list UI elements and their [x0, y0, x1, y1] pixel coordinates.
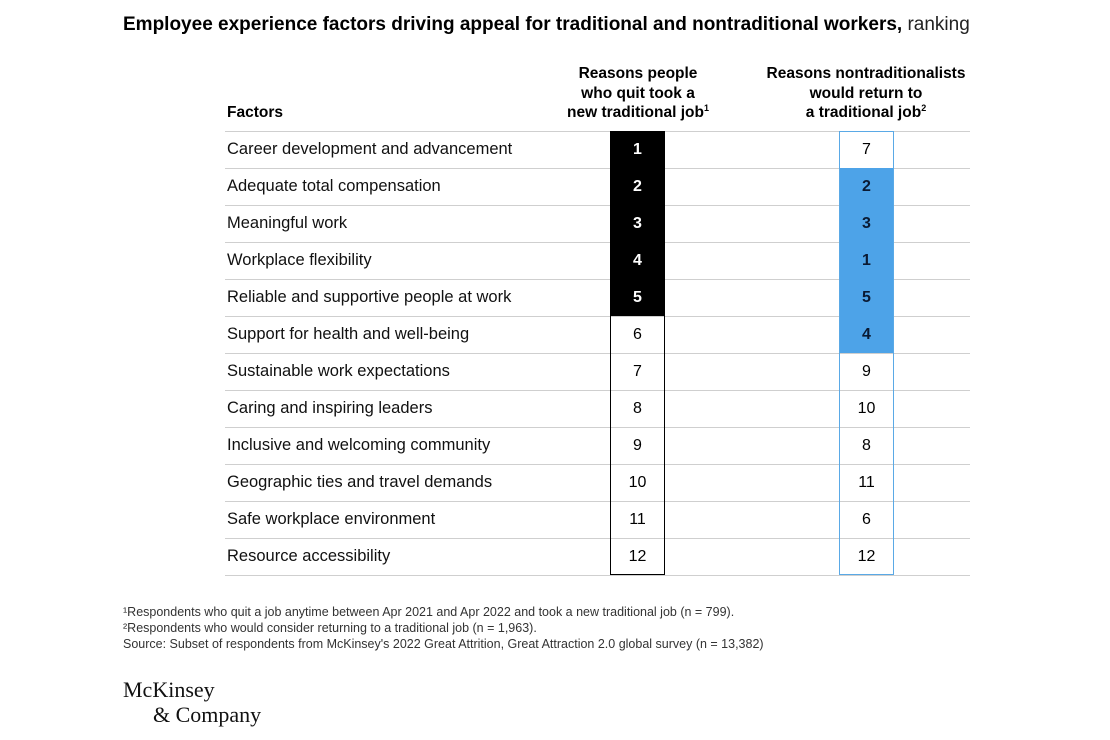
row-divider — [225, 279, 970, 280]
row-divider — [225, 242, 970, 243]
factor-label: Caring and inspiring leaders — [227, 399, 433, 417]
factor-label: Reliable and supportive people at work — [227, 288, 512, 306]
header-col1-line: who quit took a — [581, 84, 695, 102]
rank-quit-cell: 9 — [633, 437, 642, 454]
header-col1: Reasons people who quit took a new tradi… — [548, 64, 728, 123]
rank-quit-cell: 8 — [633, 400, 642, 417]
footnote-marker-2: 2 — [921, 102, 927, 113]
factor-label: Safe workplace environment — [227, 510, 436, 528]
row-divider — [225, 390, 970, 391]
rank-quit-cell: 7 — [633, 363, 642, 380]
source-note: Source: Subset of respondents from McKin… — [123, 637, 764, 651]
row-divider — [225, 131, 970, 132]
header-col1-line-text: new traditional job — [567, 104, 704, 121]
row-divider — [225, 538, 970, 539]
factor-label: Inclusive and welcoming community — [227, 436, 491, 454]
factor-label: Sustainable work expectations — [227, 362, 450, 380]
factor-label: Workplace flexibility — [227, 251, 372, 269]
footnote-2: ²Respondents who would consider returnin… — [123, 621, 537, 635]
header-col2-line: would return to — [809, 84, 923, 102]
rank-quit-cell: 3 — [610, 205, 665, 242]
rank-return-cell: 10 — [857, 400, 876, 417]
header-col2: Reasons nontraditionalists would return … — [752, 64, 980, 123]
footnote-1: ¹Respondents who quit a job anytime betw… — [123, 605, 735, 619]
rank-quit-cell: 2 — [610, 168, 665, 205]
mckinsey-logo: McKinsey & Company — [123, 677, 261, 727]
chart-title-unit: ranking — [907, 14, 970, 35]
rank-quit-cell: 4 — [610, 242, 665, 279]
rank-return-cell: 11 — [858, 474, 875, 491]
row-divider — [225, 464, 970, 465]
factor-label: Geographic ties and travel demands — [227, 473, 493, 491]
logo-line-1: McKinsey — [123, 677, 215, 702]
chart-title: Employee experience factors driving appe… — [123, 14, 970, 36]
row-divider — [225, 353, 970, 354]
rank-quit-cell: 12 — [628, 548, 647, 565]
rank-return-cell: 12 — [857, 548, 876, 565]
header-col1-line: new traditional job1 — [548, 103, 728, 123]
footnote-marker-1: 1 — [703, 102, 709, 113]
rank-quit-cell: 11 — [629, 511, 646, 528]
rank-return-cell: 4 — [839, 316, 894, 353]
rank-quit-cell: 1 — [610, 131, 665, 168]
rank-return-cell: 6 — [862, 511, 871, 528]
rank-return-cell: 8 — [862, 437, 871, 454]
header-col2-line-text: a traditional job — [805, 104, 922, 121]
factor-label: Meaningful work — [227, 214, 348, 232]
row-divider — [225, 427, 970, 428]
rank-return-cell: 5 — [839, 279, 894, 316]
logo-line-2: & Company — [153, 702, 262, 727]
factor-label: Adequate total compensation — [227, 177, 441, 195]
factor-label: Career development and advancement — [227, 140, 513, 158]
header-col1-line: Reasons people — [578, 65, 698, 82]
rank-return-cell: 1 — [839, 242, 894, 279]
rank-return-cell: 2 — [839, 168, 894, 205]
row-divider — [225, 575, 970, 576]
footnotes: ¹Respondents who quit a job anytime betw… — [123, 604, 764, 652]
row-divider — [225, 168, 970, 169]
header-col2-line: a traditional job2 — [752, 103, 980, 123]
row-divider — [225, 205, 970, 206]
rank-quit-cell: 10 — [628, 474, 647, 491]
row-divider — [225, 316, 970, 317]
header-factors: Factors — [227, 104, 283, 121]
header-col2-line: Reasons nontraditionalists — [766, 65, 966, 82]
rank-return-cell: 3 — [839, 205, 894, 242]
rank-return-cell: 9 — [862, 363, 871, 380]
rank-quit-cell: 6 — [633, 326, 642, 343]
factor-label: Resource accessibility — [227, 547, 391, 565]
row-divider — [225, 501, 970, 502]
rank-return-cell: 7 — [862, 141, 871, 158]
factor-label: Support for health and well-being — [227, 325, 470, 343]
rank-quit-cell: 5 — [610, 279, 665, 316]
chart-title-main: Employee experience factors driving appe… — [123, 14, 903, 35]
